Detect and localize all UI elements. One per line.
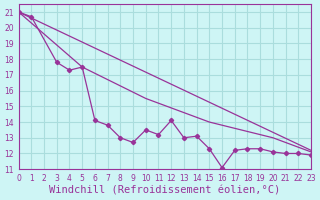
X-axis label: Windchill (Refroidissement éolien,°C): Windchill (Refroidissement éolien,°C) — [49, 186, 280, 196]
